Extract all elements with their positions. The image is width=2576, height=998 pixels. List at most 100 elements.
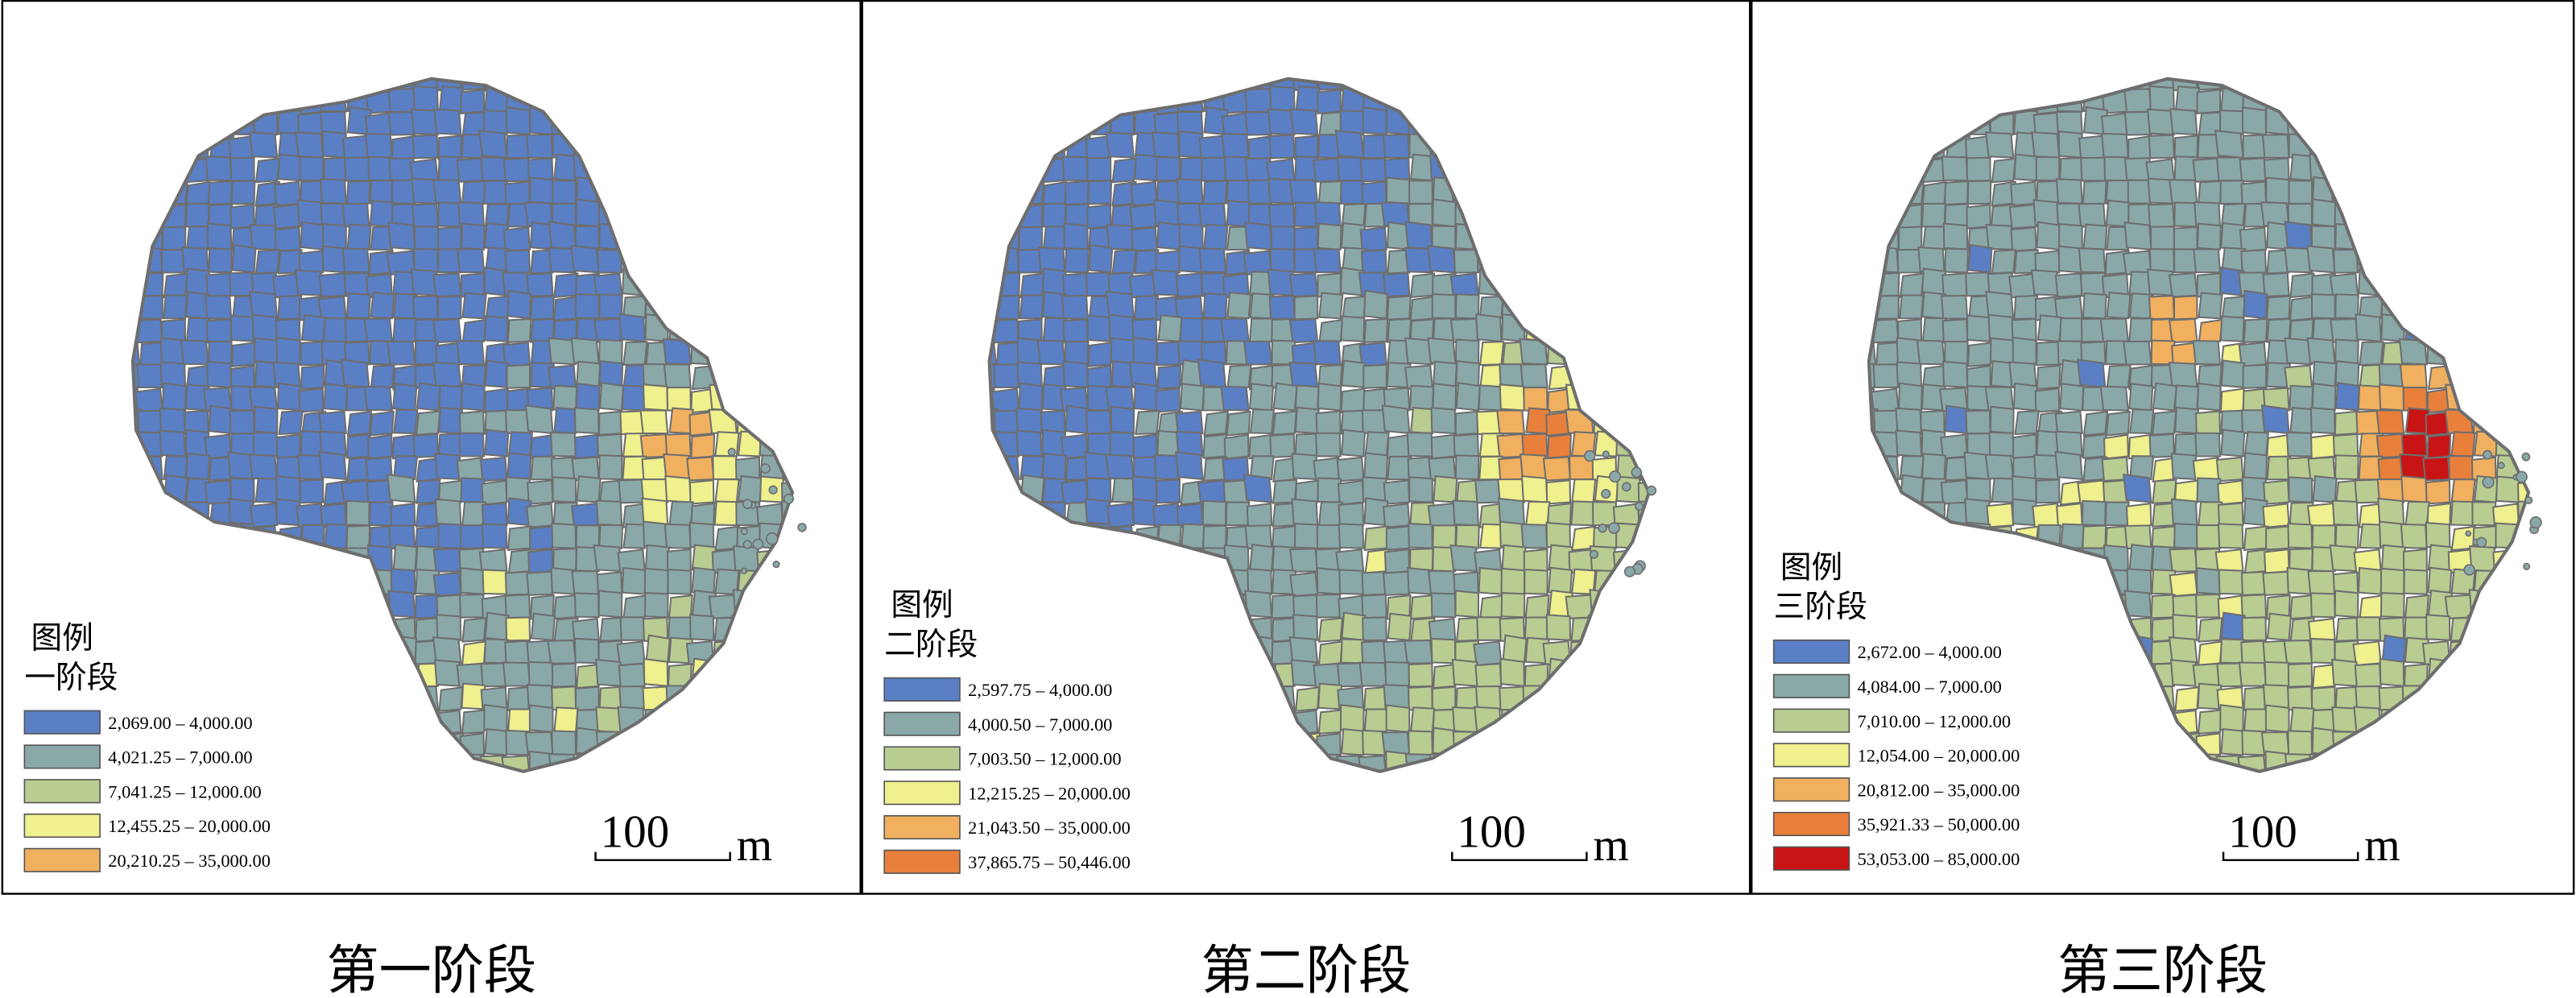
county — [1268, 134, 1296, 159]
county — [1134, 153, 1160, 182]
county — [2079, 660, 2107, 687]
county — [300, 754, 327, 772]
county — [410, 731, 440, 757]
county — [504, 594, 531, 619]
county — [438, 85, 465, 113]
county — [1108, 313, 1135, 342]
county — [2447, 200, 2474, 228]
island — [783, 493, 794, 504]
county — [599, 78, 625, 90]
county — [132, 523, 143, 549]
county — [2313, 774, 2337, 801]
county — [132, 589, 141, 619]
county — [341, 202, 370, 228]
county — [1065, 404, 1090, 435]
county — [2520, 267, 2529, 296]
county — [1202, 180, 1228, 205]
county — [319, 662, 347, 688]
county — [622, 731, 648, 756]
county — [318, 410, 347, 437]
county — [2383, 779, 2406, 802]
county — [1570, 245, 1596, 274]
county — [1129, 86, 1158, 113]
county — [2404, 594, 2429, 620]
county — [1433, 475, 1458, 503]
county — [1592, 776, 1617, 801]
county — [1868, 248, 1877, 274]
county — [438, 406, 464, 435]
county — [1639, 727, 1649, 756]
county — [1061, 155, 1089, 182]
county — [2426, 130, 2452, 159]
county — [1198, 135, 1227, 160]
county — [1986, 502, 2015, 528]
county — [643, 592, 669, 619]
county — [160, 248, 187, 274]
county — [1868, 110, 1877, 136]
county — [668, 729, 693, 756]
county — [1247, 568, 1273, 595]
county — [1271, 339, 1296, 366]
county — [595, 499, 623, 527]
county — [1087, 635, 1112, 665]
county — [136, 363, 163, 388]
county — [1156, 155, 1181, 182]
county — [736, 732, 762, 759]
county — [1543, 774, 1570, 801]
county — [2036, 548, 2061, 574]
county — [181, 594, 209, 620]
county — [1430, 592, 1457, 619]
county — [1520, 363, 1548, 388]
county — [1478, 110, 1504, 136]
county — [2427, 111, 2454, 138]
county — [1087, 180, 1113, 205]
county — [2335, 78, 2361, 90]
county — [2359, 755, 2384, 772]
county — [1134, 594, 1160, 621]
county — [709, 271, 738, 297]
county — [1868, 455, 1879, 481]
county — [1294, 406, 1320, 435]
county — [1635, 108, 1649, 136]
county — [686, 200, 715, 228]
county — [642, 383, 669, 412]
county — [2036, 616, 2061, 641]
county — [432, 548, 462, 573]
county — [736, 109, 762, 136]
county — [1040, 524, 1066, 549]
county — [2519, 616, 2529, 643]
county — [159, 407, 187, 435]
county — [1984, 453, 2015, 481]
county — [2219, 638, 2245, 665]
island — [765, 532, 779, 545]
county — [639, 409, 669, 435]
county — [1593, 732, 1619, 759]
county — [1340, 315, 1366, 342]
county — [2474, 387, 2500, 413]
county — [1569, 727, 1594, 756]
county — [163, 272, 189, 299]
county — [1061, 588, 1089, 619]
county — [1432, 382, 1458, 412]
county — [2380, 249, 2405, 275]
county — [1334, 129, 1365, 159]
county — [2194, 432, 2222, 458]
county — [1499, 728, 1525, 756]
county — [2014, 703, 2040, 733]
county — [1064, 247, 1090, 274]
county — [551, 685, 577, 711]
county — [2059, 709, 2085, 735]
county — [1985, 224, 2015, 251]
county — [507, 525, 532, 551]
county — [780, 433, 793, 460]
county — [713, 336, 739, 366]
county — [363, 385, 393, 412]
county — [989, 248, 997, 274]
county — [2173, 295, 2198, 321]
county — [296, 779, 323, 803]
county — [2517, 779, 2541, 802]
county — [1198, 776, 1226, 801]
county — [300, 548, 325, 574]
county — [783, 566, 793, 595]
